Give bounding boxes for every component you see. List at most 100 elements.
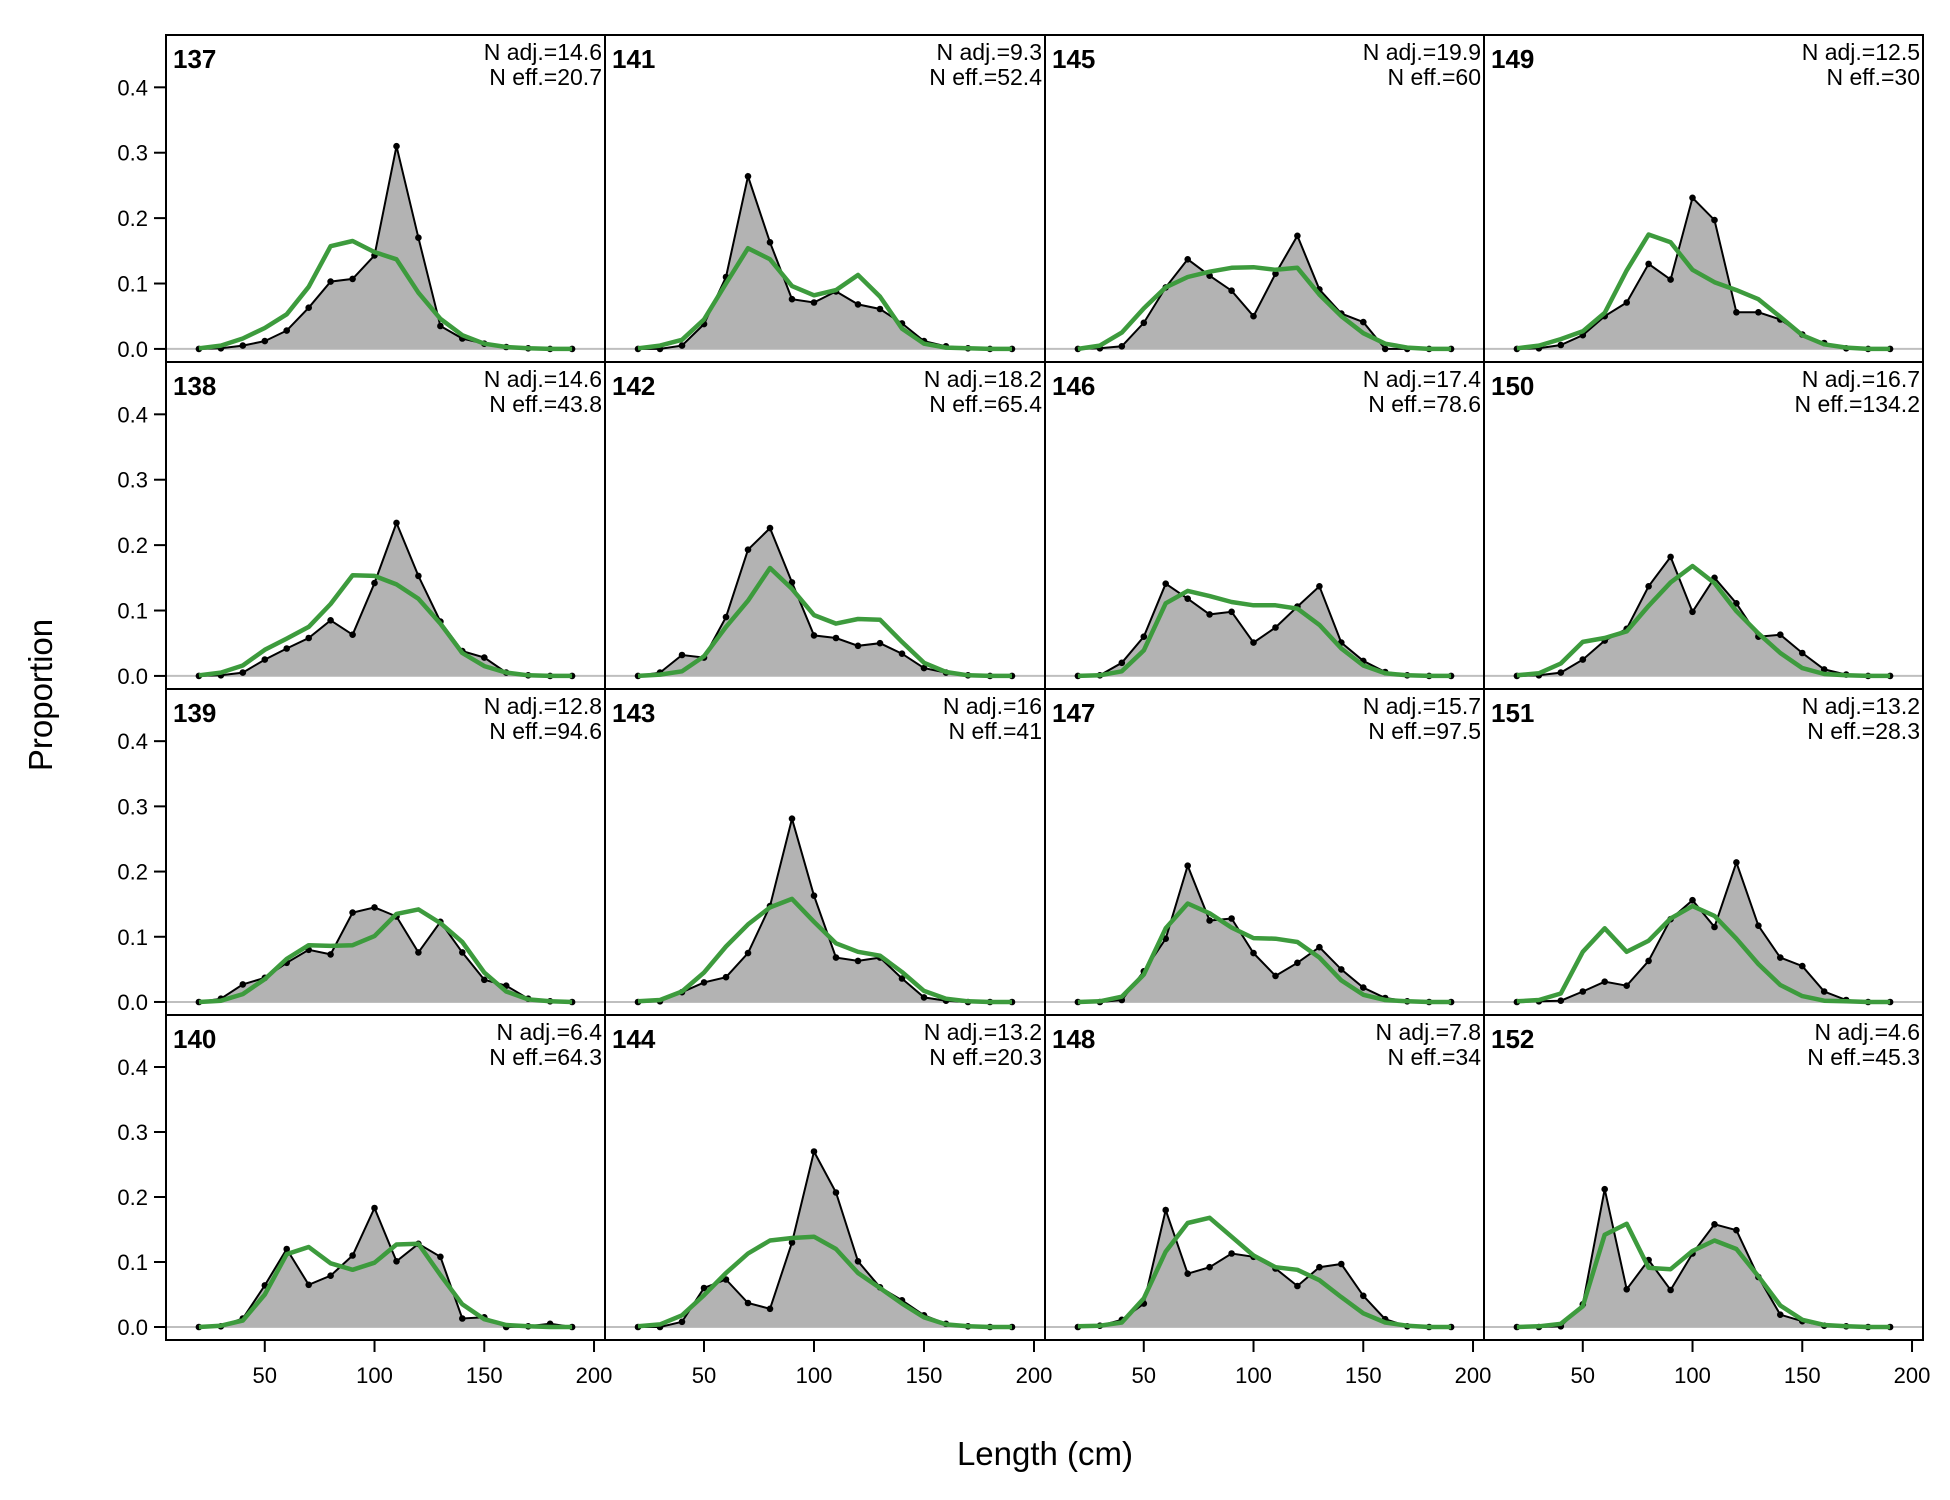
- observed-point: [349, 909, 356, 916]
- y-tick-label: 0.4: [117, 729, 148, 754]
- observed-point: [1820, 988, 1828, 995]
- observed-area: [638, 528, 1012, 676]
- observed-point: [415, 572, 422, 580]
- panel-152: 152 N adj.=4.6N eff.=45.3: [1483, 1014, 1924, 1341]
- observed-point: [1338, 966, 1345, 973]
- y-axis-title: Proportion: [22, 619, 59, 771]
- observed-point: [1667, 1286, 1674, 1294]
- observed-point: [1667, 553, 1674, 561]
- observed-point: [1294, 959, 1301, 967]
- n-adj-label: N adj.=14.6: [484, 39, 602, 65]
- observed-point: [1645, 957, 1652, 965]
- y-tick-label: 0.1: [117, 1250, 148, 1275]
- observed-point: [744, 173, 752, 180]
- observed-point: [1118, 343, 1126, 350]
- observed-point: [239, 342, 247, 349]
- observed-area: [1516, 197, 1891, 349]
- n-adj-label: N adj.=16: [943, 693, 1042, 719]
- panel-id-label: 144: [612, 1024, 656, 1054]
- observed-point: [1733, 309, 1740, 316]
- observed-point: [305, 634, 313, 642]
- observed-point: [1777, 1311, 1784, 1318]
- observed-point: [1228, 915, 1235, 922]
- expected-line: [1077, 588, 1452, 679]
- panel-148: 148 N adj.=7.8N eff.=34: [1044, 1014, 1485, 1341]
- y-tick-label: 0.3: [117, 1120, 148, 1145]
- observed-point: [393, 1258, 400, 1265]
- panel-143: 143 N adj.=16N eff.=41: [604, 688, 1046, 1016]
- y-tick-label: 0.0: [117, 990, 148, 1015]
- y-tick-label: 0.4: [117, 402, 148, 427]
- panel-id-label: 148: [1052, 1024, 1095, 1054]
- observed-point: [1360, 1292, 1367, 1300]
- observed-area: [638, 176, 1012, 349]
- observed-point: [744, 546, 752, 553]
- observed-point: [327, 617, 334, 624]
- observed-point: [1316, 1263, 1323, 1271]
- observed-point: [1820, 666, 1828, 673]
- y-tick-label: 0.0: [117, 337, 148, 362]
- panel-id-label: 142: [612, 371, 655, 401]
- observed-point: [1162, 580, 1169, 587]
- observed-point: [1206, 611, 1213, 618]
- y-tick-label: 0.3: [117, 141, 148, 166]
- panel-140: 140 N adj.=6.4N eff.=64.3: [165, 1014, 606, 1341]
- observed-point: [1184, 255, 1191, 263]
- observed-point: [766, 239, 774, 246]
- n-eff-label: N eff.=45.3: [1807, 1044, 1920, 1070]
- x-tick-label: 200: [1455, 1363, 1492, 1388]
- observed-point: [415, 949, 422, 956]
- observed-point: [239, 981, 247, 988]
- n-eff-label: N eff.=20.3: [929, 1044, 1042, 1070]
- panel-id-label: 137: [173, 44, 216, 74]
- observed-point: [1711, 923, 1718, 931]
- observed-point: [349, 631, 356, 638]
- n-eff-label: N eff.=65.4: [929, 391, 1042, 417]
- expected-line: [637, 896, 1012, 1005]
- expected-line: [198, 238, 573, 352]
- axes-layer: 0.0 0.1 0.2 0.3 0.4 0.0 0.1 0.2 0.3 0.4 0.0 0.1 0.2 0…: [117, 75, 1930, 1388]
- observed-point: [437, 322, 444, 330]
- observed-point: [832, 954, 840, 961]
- observed-point: [1623, 1286, 1630, 1293]
- n-eff-label: N eff.=64.3: [489, 1044, 602, 1070]
- panel-139: 139 N adj.=12.8N eff.=94.6: [165, 688, 606, 1016]
- n-adj-label: N adj.=17.4: [1363, 366, 1481, 392]
- observed-point: [832, 1189, 840, 1196]
- x-tick-label: 200: [1016, 1363, 1053, 1388]
- observed-point: [481, 654, 488, 661]
- observed-point: [1689, 194, 1696, 202]
- x-tick-label: 50: [1132, 1363, 1156, 1388]
- n-eff-label: N eff.=41: [948, 718, 1042, 744]
- observed-point: [1381, 345, 1389, 353]
- panel-144: 144 N adj.=13.2N eff.=20.3: [604, 1014, 1046, 1341]
- x-tick-label: 150: [1784, 1363, 1821, 1388]
- n-eff-label: N eff.=28.3: [1807, 718, 1920, 744]
- n-adj-label: N adj.=12.5: [1802, 39, 1920, 65]
- observed-area: [198, 907, 573, 1002]
- observed-point: [1162, 1206, 1169, 1214]
- observed-point: [327, 1272, 334, 1279]
- panel-137: 137 N adj.=14.6N eff.=20.7: [165, 34, 606, 363]
- y-tick-label: 0.2: [117, 1185, 148, 1210]
- observed-point: [788, 579, 796, 586]
- expected-line: [637, 565, 1012, 679]
- observed-area: [1077, 583, 1452, 676]
- expected-line: [198, 1241, 573, 1330]
- expected-line: [1516, 903, 1891, 1005]
- n-adj-label: N adj.=12.8: [484, 693, 602, 719]
- observed-area: [198, 1208, 573, 1327]
- observed-point: [283, 645, 291, 652]
- x-tick-label: 150: [1345, 1363, 1382, 1388]
- observed-point: [1294, 232, 1301, 240]
- observed-point: [788, 815, 796, 822]
- observed-line: [1516, 859, 1891, 1003]
- x-tick-label: 200: [1894, 1363, 1931, 1388]
- panel-id-label: 147: [1052, 698, 1095, 728]
- x-tick-label: 50: [692, 1363, 716, 1388]
- y-tick-label: 0.1: [117, 599, 148, 624]
- y-tick-label: 0.2: [117, 860, 148, 885]
- expected-line: [637, 245, 1012, 352]
- y-tick-label: 0.1: [117, 272, 148, 297]
